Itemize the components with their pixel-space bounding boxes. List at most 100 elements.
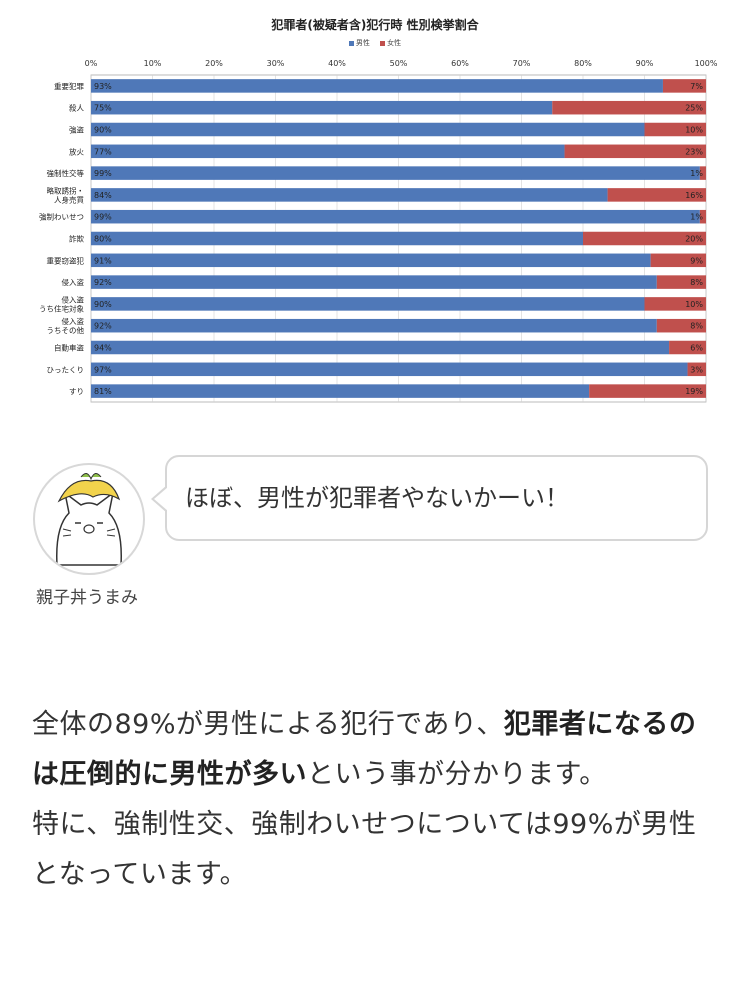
value-label-female: 20% (685, 235, 703, 244)
category-label: 重要窃盗犯 (47, 255, 85, 265)
value-label-female: 10% (685, 300, 703, 309)
value-label-female: 8% (690, 278, 703, 287)
category-label: 放火 (69, 146, 84, 156)
bar-female (589, 384, 706, 398)
value-label-male: 97% (94, 365, 112, 374)
stacked-bar-chart: 0% 10% 20% 30% 40% 50% 60% 70% 80% 90% 100% 重要犯罪 93%… (39, 59, 718, 403)
legend-label-male: 男性 (355, 39, 370, 47)
article-text-1a: 全体の89%が男性による犯行であり、 (32, 709, 504, 740)
bar-male (91, 297, 645, 311)
value-label-female: 1% (690, 213, 703, 222)
bar-male (91, 122, 645, 137)
legend-swatch-male (348, 40, 354, 46)
category-label: 自動車盗 (54, 343, 84, 353)
chart-title: 犯罪者(被疑者含)犯行時 性別検挙割合 (271, 18, 479, 32)
value-label-male: 84% (94, 191, 112, 200)
bar-male (91, 318, 657, 333)
bar-male (91, 384, 590, 398)
article-text-1b: という事が分かります。 (307, 759, 607, 790)
bar-female (644, 297, 706, 311)
legend-item-female: 女性 (380, 39, 401, 47)
value-label-male: 80% (94, 235, 112, 244)
bar-female (564, 144, 706, 159)
bar-male (91, 231, 583, 246)
chart-section: 犯罪者(被疑者含)犯行時 性別検挙割合 男性 女性 0% 10% 20% 30% 40%… (0, 0, 750, 420)
value-label-female: 7% (690, 82, 703, 91)
legend-item-male: 男性 (348, 39, 370, 47)
value-label-male: 81% (94, 387, 112, 396)
category-label: 重要犯罪 (54, 81, 84, 91)
x-tick-label: 70% (513, 59, 531, 68)
x-tick-label: 0% (85, 59, 98, 68)
avatar-illustration (56, 473, 122, 566)
category-label: 侵入盗 (62, 316, 85, 326)
bar-female (644, 122, 706, 137)
speech-bubble: ほぼ、男性が犯罪者やないかーい！ (165, 455, 708, 541)
bar-female (687, 362, 706, 377)
x-tick-label: 90% (636, 59, 654, 68)
category-label: 強盗 (69, 125, 84, 135)
x-tick-label: 50% (390, 59, 408, 68)
bar-male (91, 79, 663, 93)
bar-male (91, 144, 565, 159)
value-label-female: 25% (685, 104, 703, 113)
bar-female (662, 79, 706, 93)
bar-female (650, 253, 706, 268)
x-tick-label: 80% (574, 59, 592, 68)
category-label: 人身売買 (54, 194, 84, 204)
article-text-1-bold: 犯罪者になるのは圧倒的に男性が多い (32, 709, 697, 790)
bar-female (699, 209, 706, 224)
value-label-male: 99% (94, 169, 112, 178)
bar-female (552, 100, 706, 115)
x-tick-label: 100% (695, 59, 718, 68)
comment-author-name: 親子丼うまみ (36, 588, 138, 608)
value-label-male: 77% (94, 147, 112, 156)
category-label: 強制わいせつ (39, 212, 84, 222)
speech-bubble-text: ほぼ、男性が犯罪者やないかーい！ (185, 484, 569, 512)
legend-label-female: 女性 (387, 39, 402, 47)
value-label-male: 92% (94, 278, 112, 287)
x-tick-label: 60% (451, 59, 469, 68)
value-label-male: 90% (94, 126, 112, 135)
bar-female (669, 340, 706, 355)
value-label-male: 99% (94, 213, 112, 222)
value-label-male: 75% (94, 104, 112, 113)
x-tick-label: 40% (328, 59, 346, 68)
value-label-female: 10% (685, 126, 703, 135)
value-label-female: 6% (690, 344, 703, 353)
category-label: ひったくり (47, 365, 85, 374)
value-label-female: 3% (690, 365, 703, 374)
bar-male (91, 340, 670, 355)
value-label-male: 94% (94, 344, 112, 353)
bar-female (583, 231, 706, 246)
value-label-female: 23% (685, 147, 703, 156)
category-label: うち住宅対象 (39, 303, 84, 313)
category-label: うちその他 (47, 325, 85, 335)
bar-male (91, 275, 657, 289)
bar-male (91, 362, 688, 377)
category-label: 強制性交等 (47, 168, 85, 178)
bar-male (91, 188, 608, 202)
bar-female (607, 188, 706, 202)
speech-bubble-tail-fill (154, 487, 168, 511)
value-label-female: 16% (685, 191, 703, 200)
bar-female (699, 166, 706, 180)
article-paragraph-1: 全体の89%が男性による犯行であり、犯罪者になるのは圧倒的に男性が多いという事が… (32, 700, 722, 800)
category-label: 詐欺 (69, 234, 84, 244)
bar-male (91, 209, 700, 224)
value-label-female: 1% (690, 169, 703, 178)
bar-male (91, 100, 553, 115)
onion-cat-avatar-icon (33, 463, 145, 575)
article-body: 全体の89%が男性による犯行であり、犯罪者になるのは圧倒的に男性が多いという事が… (32, 700, 722, 900)
x-tick-label: 20% (205, 59, 223, 68)
category-label: すり (69, 387, 84, 396)
x-tick-label: 10% (144, 59, 162, 68)
chart-legend: 男性 女性 (0, 38, 750, 48)
value-label-male: 93% (94, 82, 112, 91)
value-label-female: 19% (685, 387, 703, 396)
category-label: 侵入盗 (62, 294, 85, 304)
category-label: 殺人 (69, 103, 84, 113)
category-label: 侵入盗 (62, 277, 85, 287)
x-tick-label: 30% (267, 59, 285, 68)
bar-female (656, 275, 706, 289)
